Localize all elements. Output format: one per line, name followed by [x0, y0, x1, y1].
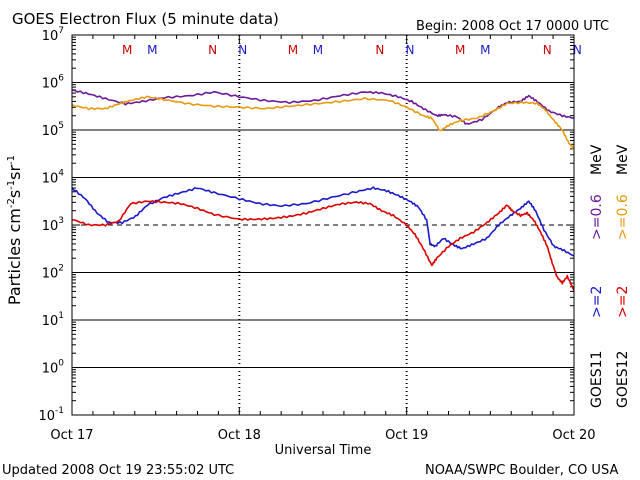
- series-line: [71, 186, 575, 257]
- legend-entry: >=2: [589, 286, 605, 318]
- x-axis-tick-labels: Oct 17 Oct 18 Oct 19 Oct 20: [50, 428, 595, 443]
- mn-marker: M: [455, 43, 465, 57]
- updated-timestamp: Updated 2008 Oct 19 23:55:02 UTC: [2, 463, 234, 478]
- legend-entry: MeV: [615, 144, 631, 175]
- legend-entry: >=0.6: [589, 194, 605, 240]
- x-tick-label: Oct 18: [218, 428, 261, 443]
- y-tick-label: 106: [42, 74, 65, 92]
- series-line: [71, 95, 575, 150]
- x-axis-ticks: [71, 35, 575, 415]
- mn-marker: M: [480, 43, 490, 57]
- mn-marker: N: [573, 43, 582, 57]
- y-tick-label: 10-1: [38, 406, 64, 424]
- grid-lines: [72, 35, 574, 415]
- begin-label: Begin: 2008 Oct 17 0000 UTC: [416, 19, 609, 34]
- series-lines: [71, 89, 575, 291]
- y-tick-label: 102: [42, 264, 64, 282]
- chart-title: GOES Electron Flux (5 minute data): [12, 10, 279, 28]
- x-tick-label: Oct 19: [385, 428, 428, 443]
- mn-marker: M: [288, 43, 298, 57]
- y-tick-label: 105: [42, 121, 64, 139]
- y-axis-label: Particles cm-2s-1sr-1: [5, 155, 24, 305]
- mn-marker: M: [313, 43, 323, 57]
- y-tick-label: 103: [42, 216, 64, 234]
- series-line: [71, 200, 575, 291]
- series-line: [71, 89, 574, 125]
- x-tick-label: Oct 17: [50, 428, 93, 443]
- x-tick-label: Oct 20: [552, 428, 595, 443]
- mn-marker: N: [208, 43, 217, 57]
- legend-entry: >=0.6: [615, 194, 631, 240]
- mn-marker: N: [406, 43, 415, 57]
- y-tick-label: 101: [42, 311, 64, 329]
- legend: >=2 >=0.6 MeV >=2 >=0.6 MeV GOES11 GOES12: [589, 144, 631, 408]
- legend-entry: MeV: [589, 144, 605, 175]
- mn-marker: M: [122, 43, 132, 57]
- y-tick-label: 104: [42, 169, 65, 187]
- credit-label: NOAA/SWPC Boulder, CO USA: [425, 463, 618, 478]
- mn-marker: M: [147, 43, 157, 57]
- legend-entry: >=2: [615, 286, 631, 318]
- mn-marker: N: [543, 43, 552, 57]
- x-axis-label: Universal Time: [275, 443, 372, 458]
- legend-entry: GOES12: [615, 351, 631, 408]
- legend-entry: GOES11: [589, 351, 605, 408]
- y-tick-label: 100: [42, 359, 65, 377]
- plot-frame: [71, 34, 575, 416]
- y-tick-label: 107: [42, 26, 64, 44]
- y-axis-ticks: 107 106 105 104 103 102 101 100 10-1: [38, 26, 574, 424]
- mn-marker: N: [375, 43, 384, 57]
- mn-marker: N: [238, 43, 247, 57]
